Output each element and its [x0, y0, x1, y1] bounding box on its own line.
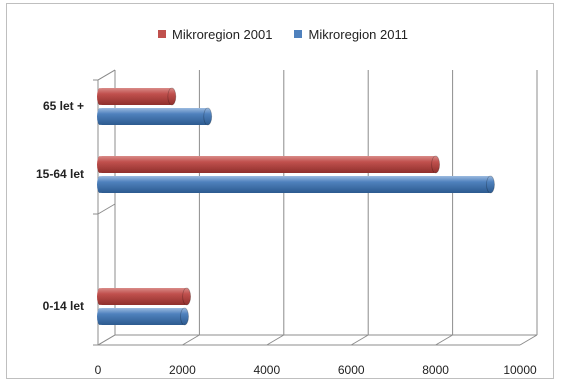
category-label: 65 let +	[43, 99, 84, 113]
bar-body	[100, 156, 436, 173]
bar	[97, 87, 177, 106]
left-wall-divider	[97, 203, 116, 215]
bar	[97, 155, 441, 174]
x-tick-label: 0	[95, 363, 102, 377]
floor-gridline	[350, 334, 369, 346]
bar-body	[100, 88, 172, 105]
bar-base	[97, 88, 103, 105]
x-tick-label: 10000	[503, 363, 537, 377]
bar-base	[97, 288, 103, 305]
left-wall-divider	[97, 69, 116, 81]
bar	[97, 107, 213, 126]
floor-gridline	[435, 334, 453, 346]
legend-item-2001: Mikroregion 2001	[158, 27, 272, 42]
bar	[97, 287, 192, 306]
floor-gridline	[519, 334, 538, 346]
bar-cap	[182, 287, 192, 306]
category-label: 0-14 let	[43, 299, 84, 313]
bar-base	[97, 308, 103, 325]
floor-gridline	[182, 334, 200, 346]
legend-item-2011: Mikroregion 2011	[294, 26, 408, 42]
bar-cap	[203, 107, 213, 126]
bar-body	[100, 108, 208, 125]
left-wall-divider	[97, 334, 116, 346]
bar-cap	[486, 175, 495, 194]
bar-cap	[431, 155, 441, 174]
bar	[97, 175, 495, 194]
legend-swatch-2001	[158, 30, 167, 38]
bar-base	[97, 108, 103, 125]
bar-cap	[167, 87, 177, 106]
legend-swatch-2011	[294, 30, 303, 38]
bar-body	[100, 288, 187, 305]
x-tick-label: 4000	[253, 363, 280, 377]
bar	[97, 307, 189, 326]
bar-base	[97, 156, 103, 173]
x-tick-label: 2000	[169, 363, 196, 377]
legend-label-2001: Mikroregion 2001	[172, 26, 273, 42]
category-label: 15-64 let	[36, 167, 84, 181]
bar-base	[97, 176, 103, 193]
floor-gridline	[266, 334, 285, 346]
legend-label-2011: Mikroregion 2011	[308, 26, 408, 42]
bar-body	[100, 308, 185, 325]
bar-cap	[180, 307, 189, 326]
x-tick-label: 8000	[422, 363, 449, 377]
x-tick-label: 6000	[338, 363, 365, 377]
bar-body	[100, 176, 491, 193]
chart-legend: Mikroregion 2001 Mikroregion 2011	[0, 24, 566, 44]
